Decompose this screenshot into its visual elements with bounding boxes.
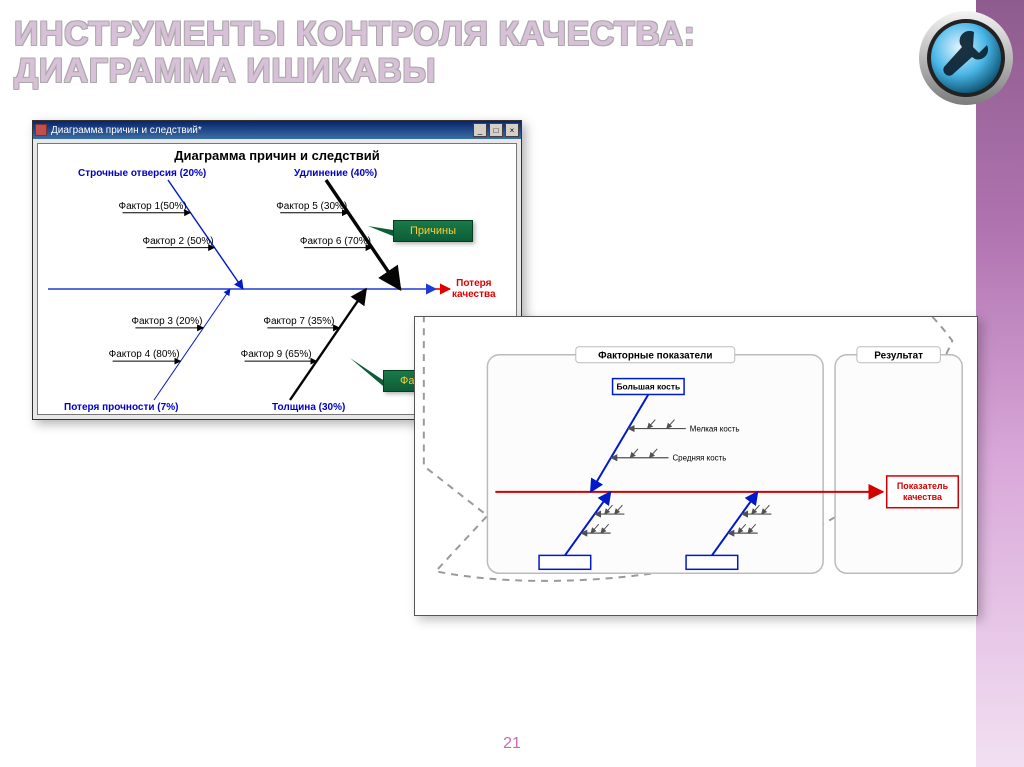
page-number: 21: [0, 735, 1024, 753]
factor-label: Фактор 7 (35%): [263, 316, 334, 327]
bigbone-label: Большая кость: [616, 382, 680, 392]
maximize-button[interactable]: □: [489, 123, 503, 137]
midbone-label: Мелкая кость: [690, 425, 740, 434]
result-box-label: Показателькачества: [897, 481, 949, 502]
result-label: Потерякачества: [452, 279, 496, 300]
category-label: Толщина (30%): [272, 402, 345, 413]
callout-box: Причины: [393, 220, 473, 242]
result-groupbox: [835, 355, 962, 574]
window-title: Диаграмма причин и следствий*: [47, 125, 471, 136]
result-group-title: Результат: [874, 351, 923, 362]
titlebar-app-icon: [35, 124, 47, 136]
factor-label: Фактор 4 (80%): [109, 349, 180, 360]
slide-title-line2: ДИАГРАММА ИШИКАВЫ: [14, 53, 696, 90]
slide-title-line1: ИНСТРУМЕНТЫ КОНТРОЛЯ КАЧЕСТВА:: [14, 16, 696, 53]
factor-label: Фактор 9 (65%): [241, 349, 312, 360]
slide-title: ИНСТРУМЕНТЫ КОНТРОЛЯ КАЧЕСТВА: ДИАГРАММА…: [14, 16, 696, 89]
factor-label: Фактор 5 (30%): [276, 201, 347, 212]
category-label: Строчные отверсия (20%): [78, 168, 206, 179]
window-titlebar: Диаграмма причин и следствий* _ □ ×: [33, 121, 521, 139]
side-stripe: [976, 0, 1024, 767]
close-button[interactable]: ×: [505, 123, 519, 137]
minimize-button[interactable]: _: [473, 123, 487, 137]
factors-group-title: Факторные показатели: [598, 351, 712, 362]
factor-label: Фактор 1(50%): [119, 201, 187, 212]
category-label: Удлинение (40%): [294, 168, 377, 179]
wrench-badge-icon: [916, 8, 1016, 108]
category-label: Потеря прочности (7%): [64, 402, 178, 413]
fishbone-template-panel: Факторные показатели Результат Показательк…: [414, 316, 978, 616]
factor-label: Фактор 2 (50%): [143, 236, 214, 247]
factor-label: Фактор 6 (70%): [300, 236, 371, 247]
midbone-label: Средняя кость: [672, 454, 726, 463]
bigbone-box: [686, 555, 738, 569]
factor-label: Фактор 3 (20%): [131, 316, 202, 327]
bigbone-box: [539, 555, 591, 569]
